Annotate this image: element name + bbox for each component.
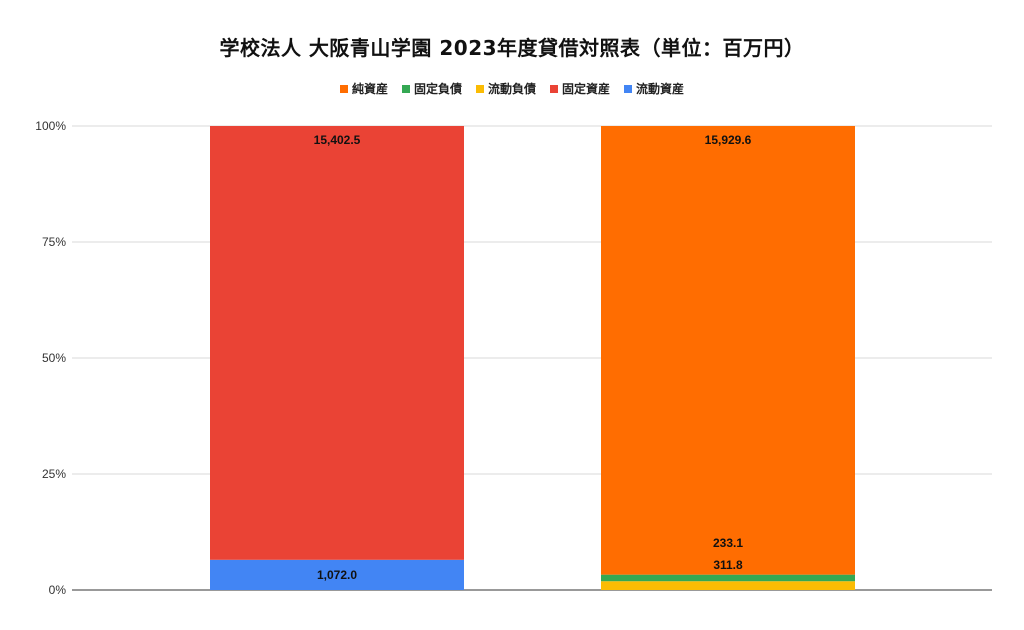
data-label: 15,402.5 <box>314 133 361 147</box>
legend-label: 純資産 <box>351 82 388 96</box>
legend-label: 固定資産 <box>562 82 611 96</box>
legend-swatch <box>339 84 348 93</box>
bar-segment <box>210 126 464 560</box>
bar-segment <box>601 581 855 590</box>
legend-label: 流動資産 <box>636 82 685 96</box>
legend-item: 固定負債 <box>401 80 462 97</box>
bar-segment <box>601 574 855 582</box>
y-tick-label: 100% <box>35 119 66 133</box>
legend-item: 流動資産 <box>624 80 684 97</box>
legend-swatch <box>624 84 633 93</box>
data-label: 233.1 <box>713 536 743 550</box>
chart-title: 学校法人 大阪青山学園 2023年度貸借対照表（単位：百万円） <box>219 36 805 60</box>
legend: 純資産 固定負債 流動負債 固定資産 流動資産 <box>0 80 1024 97</box>
legend-item: 固定資産 <box>550 80 610 97</box>
legend-swatch <box>475 84 484 93</box>
y-tick-label: 75% <box>42 235 66 249</box>
legend-swatch <box>401 84 410 93</box>
legend-item: 流動負債 <box>475 80 536 97</box>
y-tick-label: 0% <box>49 583 67 597</box>
data-label: 15,929.6 <box>705 133 752 147</box>
data-label: 1,072.0 <box>317 568 357 582</box>
legend-label: 固定負債 <box>413 82 462 96</box>
y-tick-label: 50% <box>42 351 66 365</box>
bar-segment <box>210 559 464 590</box>
legend-label: 流動負債 <box>487 82 536 96</box>
legend-item: 純資産 <box>339 80 388 97</box>
legend-swatch <box>550 84 558 93</box>
bar-segment <box>601 126 855 575</box>
data-label: 311.8 <box>713 558 743 572</box>
y-tick-label: 25% <box>42 467 66 481</box>
